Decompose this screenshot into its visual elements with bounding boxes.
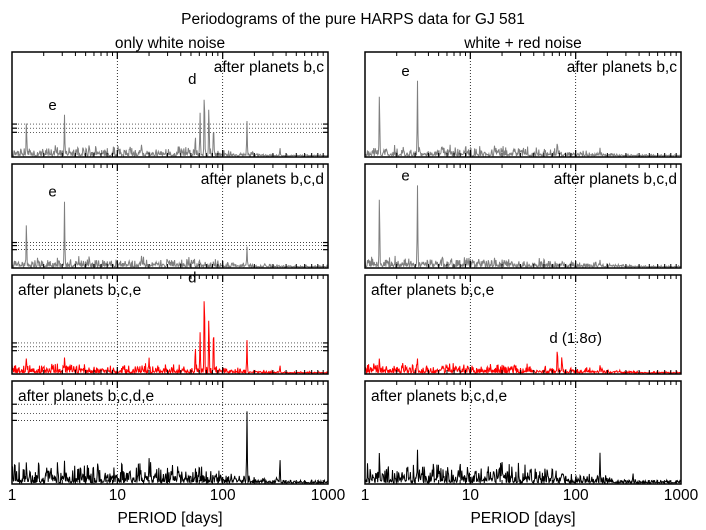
panel-frame — [11, 380, 329, 485]
panel-label: after planets b,c — [214, 59, 325, 76]
x-axis-label-right: PERIOD [days] — [470, 510, 575, 527]
column-heading-right: white + red noise — [463, 35, 582, 52]
panel-label: after planets b,c,e — [18, 282, 141, 299]
panel-label: after planets b,c,d,e — [18, 388, 154, 405]
peak-label: d — [188, 270, 196, 287]
periodogram-trace — [364, 351, 682, 375]
panel-r1-c0: e after planets b,c,d — [11, 163, 329, 269]
periodogram-trace — [364, 449, 682, 485]
x-tick-label: 100 — [210, 487, 236, 504]
panel-frame — [364, 380, 682, 485]
panel-frame — [364, 51, 682, 158]
panel-r2-c1: d (1.8σ) after planets b,c,e — [364, 274, 682, 375]
panel-r1-c1: e after planets b,c,d — [364, 163, 682, 269]
periodogram-trace — [11, 301, 329, 375]
x-axes-group: 1 10 100 1000 1 10 100 1000 — [8, 52, 699, 504]
periodogram-trace — [364, 185, 682, 269]
panel-frame — [364, 163, 682, 269]
panel-label: after planets b,c,e — [371, 282, 494, 299]
panel-r0-c1: e after planets b,c — [364, 51, 682, 158]
peak-label: d (1.8σ) — [549, 330, 602, 347]
periodogram-trace — [11, 411, 329, 485]
periodogram-trace — [11, 201, 329, 269]
panel-label: after planets b,c — [567, 59, 678, 76]
x-tick-label: 1 — [361, 487, 370, 504]
x-axis-label-left: PERIOD [days] — [117, 510, 222, 527]
x-tick-label: 1 — [8, 487, 17, 504]
panel-r2-c0: d after planets b,c,e — [11, 270, 329, 375]
figure-title: Periodograms of the pure HARPS data for … — [181, 11, 525, 28]
panels-group: e d after planets b,c e after planets b,c e af… — [11, 51, 682, 485]
x-tick-label: 1000 — [664, 487, 699, 504]
peak-label: e — [401, 167, 409, 184]
periodogram-trace — [11, 99, 329, 158]
x-tick-label: 100 — [563, 487, 589, 504]
panel-frame — [11, 274, 329, 375]
panel-frame — [364, 274, 682, 375]
panel-label: after planets b,c,d — [554, 171, 677, 188]
panel-r3-c1: after planets b,c,d,e — [364, 380, 682, 485]
x-tick-label: 1000 — [311, 487, 346, 504]
x-tick-label: 10 — [462, 487, 480, 504]
x-tick-label: 10 — [109, 487, 127, 504]
panel-frame — [11, 163, 329, 269]
peak-label: d — [188, 71, 196, 88]
peak-label: e — [401, 63, 409, 80]
panel-label: after planets b,c,d — [201, 171, 324, 188]
peak-label: e — [48, 97, 56, 114]
column-heading-left: only white noise — [115, 35, 225, 52]
panel-label: after planets b,c,d,e — [371, 388, 507, 405]
periodogram-trace — [364, 80, 682, 158]
panel-r3-c0: after planets b,c,d,e — [11, 380, 329, 485]
panel-r0-c0: e d after planets b,c — [11, 51, 329, 158]
peak-label: e — [48, 184, 56, 201]
panel-frame — [11, 51, 329, 158]
